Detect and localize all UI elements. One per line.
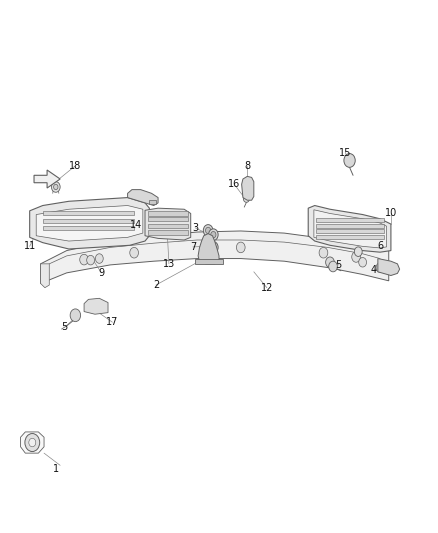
Text: 5: 5 xyxy=(336,260,342,270)
Text: 6: 6 xyxy=(377,241,383,252)
Polygon shape xyxy=(145,208,191,240)
Circle shape xyxy=(376,263,384,272)
Polygon shape xyxy=(127,190,158,206)
Text: 10: 10 xyxy=(385,208,397,219)
Polygon shape xyxy=(308,206,391,252)
Polygon shape xyxy=(149,200,156,204)
Polygon shape xyxy=(36,206,143,241)
Text: 15: 15 xyxy=(339,148,351,158)
Text: 18: 18 xyxy=(69,161,81,171)
Polygon shape xyxy=(148,230,187,235)
Circle shape xyxy=(95,254,103,263)
Circle shape xyxy=(244,195,250,203)
Polygon shape xyxy=(41,264,49,288)
Text: 4: 4 xyxy=(371,265,377,275)
Polygon shape xyxy=(34,170,60,188)
Polygon shape xyxy=(316,235,384,239)
Text: 2: 2 xyxy=(153,280,159,290)
Text: 16: 16 xyxy=(228,179,240,189)
Polygon shape xyxy=(316,229,384,233)
Circle shape xyxy=(344,154,355,167)
Polygon shape xyxy=(21,432,44,453)
Polygon shape xyxy=(314,210,387,248)
Polygon shape xyxy=(41,231,389,284)
Text: 13: 13 xyxy=(163,259,175,269)
Circle shape xyxy=(205,240,211,247)
Text: 3: 3 xyxy=(192,223,198,233)
Polygon shape xyxy=(148,223,187,228)
Circle shape xyxy=(70,309,81,321)
Text: 11: 11 xyxy=(24,241,36,252)
Circle shape xyxy=(354,247,362,256)
Polygon shape xyxy=(378,259,399,276)
Text: 14: 14 xyxy=(130,220,142,230)
Polygon shape xyxy=(84,298,108,314)
Circle shape xyxy=(205,227,211,233)
Polygon shape xyxy=(195,259,223,264)
Circle shape xyxy=(352,252,360,262)
Polygon shape xyxy=(43,219,134,223)
Circle shape xyxy=(325,257,334,268)
Circle shape xyxy=(80,254,88,265)
Polygon shape xyxy=(242,176,254,200)
Text: 7: 7 xyxy=(190,242,196,252)
Circle shape xyxy=(25,433,40,451)
Text: 8: 8 xyxy=(244,161,251,171)
Circle shape xyxy=(328,261,337,272)
Circle shape xyxy=(211,244,216,251)
Polygon shape xyxy=(198,233,219,264)
Text: 1: 1 xyxy=(53,464,59,474)
Circle shape xyxy=(208,229,218,240)
Circle shape xyxy=(51,182,60,192)
Circle shape xyxy=(245,184,252,192)
Polygon shape xyxy=(148,211,187,216)
Circle shape xyxy=(319,247,328,258)
Text: 5: 5 xyxy=(61,322,67,333)
Circle shape xyxy=(237,242,245,253)
Polygon shape xyxy=(43,226,134,230)
Polygon shape xyxy=(316,223,384,228)
Circle shape xyxy=(208,241,218,253)
Circle shape xyxy=(203,238,213,249)
Circle shape xyxy=(87,255,95,265)
Circle shape xyxy=(130,247,138,258)
Polygon shape xyxy=(316,217,384,222)
Circle shape xyxy=(29,438,36,447)
Circle shape xyxy=(53,184,58,190)
Polygon shape xyxy=(148,216,187,221)
Polygon shape xyxy=(30,198,149,249)
Polygon shape xyxy=(43,211,134,215)
Text: 12: 12 xyxy=(261,282,273,293)
Circle shape xyxy=(211,231,216,238)
Circle shape xyxy=(203,224,213,236)
Text: 17: 17 xyxy=(106,317,119,327)
Circle shape xyxy=(359,257,367,267)
Text: 9: 9 xyxy=(99,268,105,278)
